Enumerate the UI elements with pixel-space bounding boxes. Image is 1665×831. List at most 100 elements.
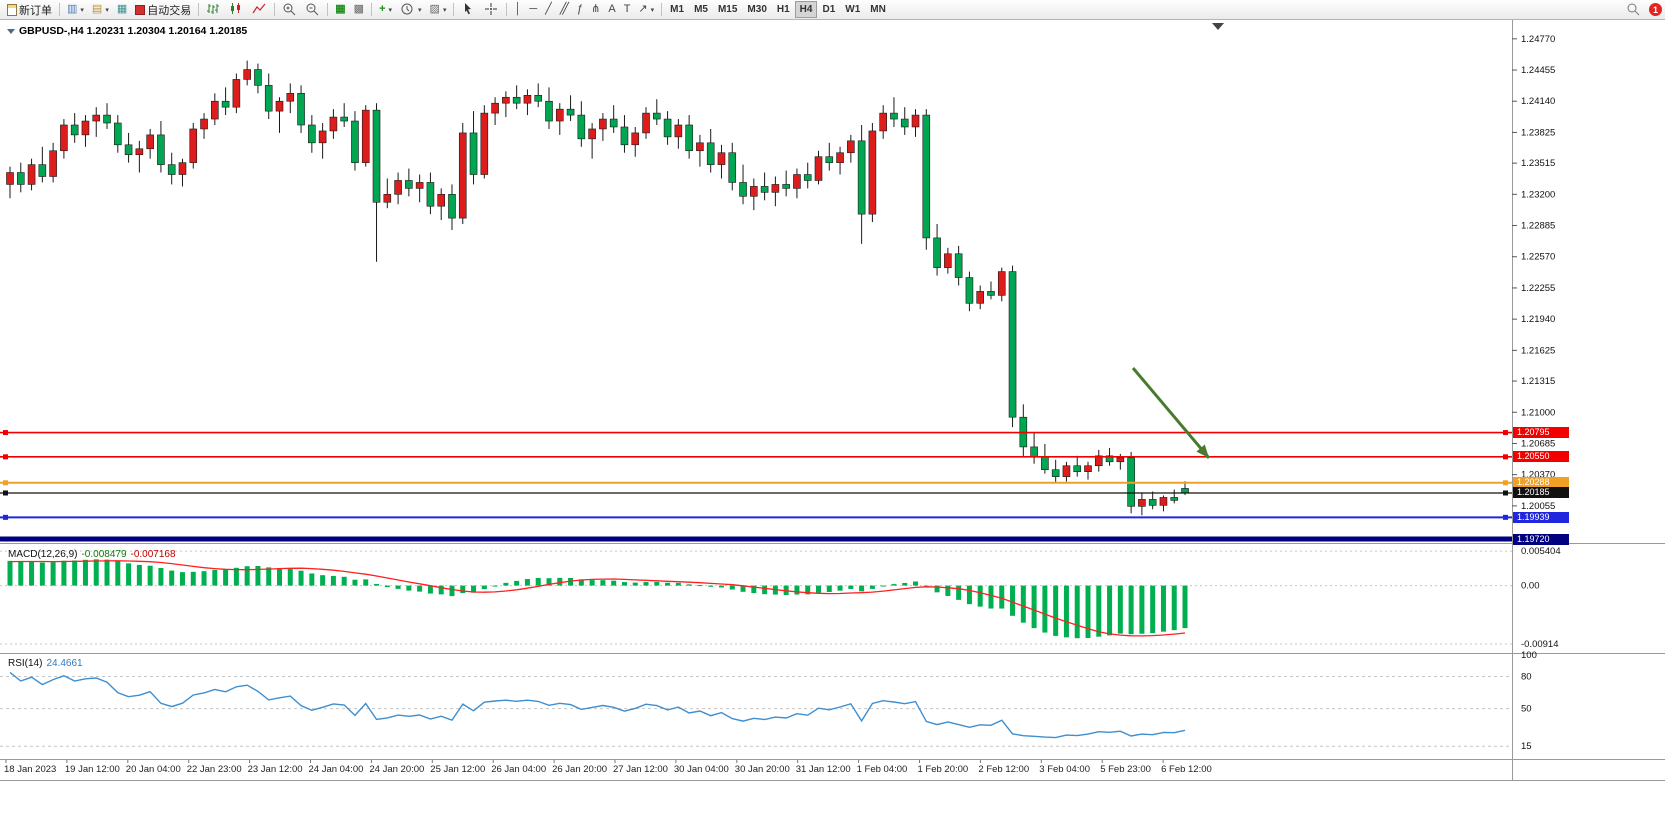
timeframe-button[interactable]: D1 <box>817 1 840 18</box>
tile-windows-button[interactable]: ▦ <box>331 1 349 18</box>
macd-bar <box>82 559 88 586</box>
candle-body <box>911 114 920 128</box>
time-axis-label: 2 Feb 12:00 <box>978 764 1030 775</box>
market-watch-button[interactable]: ▦ <box>113 1 131 18</box>
chart-shift-marker[interactable] <box>1212 23 1224 30</box>
macd-bar <box>945 585 951 596</box>
macd-bar <box>341 576 347 586</box>
candle-body <box>706 142 715 165</box>
horizontal-line-tool-button[interactable]: ─ <box>525 1 541 18</box>
time-axis-label: 25 Jan 12:00 <box>430 764 486 775</box>
hline-handle[interactable] <box>3 454 8 460</box>
macd-bar <box>1096 585 1102 637</box>
macd-bar <box>697 585 703 587</box>
text-tool-button[interactable]: A <box>604 1 619 18</box>
macd-bar <box>826 585 832 592</box>
candle-body <box>426 182 435 207</box>
candle-body <box>135 148 144 156</box>
new-order-label: 新订单 <box>19 4 52 17</box>
new-chart-icon: ▥ <box>67 3 78 15</box>
zoom-out-button[interactable] <box>301 1 324 18</box>
timeframe-button[interactable]: H1 <box>772 1 795 18</box>
time-axis-label: 22 Jan 23:00 <box>186 764 242 775</box>
time-axis-label: 26 Jan 04:00 <box>491 764 547 775</box>
timeframe-button[interactable]: M30 <box>742 1 771 18</box>
templates-button[interactable]: ▨ ▾ <box>426 1 451 18</box>
cascade-windows-button[interactable]: ▩ <box>350 1 368 18</box>
indicators-button[interactable]: + ▾ <box>375 1 396 18</box>
candlestick-icon <box>231 3 241 14</box>
timeframe-button[interactable]: M15 <box>713 1 742 18</box>
candle-body <box>469 132 478 175</box>
bar-chart-button[interactable] <box>202 1 225 18</box>
macd-bar <box>1139 585 1145 634</box>
candle-body <box>318 130 327 144</box>
periods-button[interactable]: ▾ <box>396 1 426 18</box>
window-menu-icon[interactable] <box>7 29 15 34</box>
new-order-icon <box>7 3 17 16</box>
hline-handle[interactable] <box>1503 454 1508 460</box>
indicators-plus-icon: + <box>379 3 386 15</box>
hline-handle[interactable] <box>1503 514 1508 520</box>
macd-bar <box>816 585 821 593</box>
rsi-value: 24.4661 <box>46 658 83 669</box>
timeframe-button[interactable]: M1 <box>665 1 689 18</box>
text-label-tool-button[interactable]: T <box>620 1 635 18</box>
hline-handle[interactable] <box>3 536 8 542</box>
market-watch-icon: ▦ <box>116 3 128 15</box>
candle-body <box>1159 497 1168 506</box>
chevron-down-icon: ▾ <box>418 6 422 14</box>
macd-bar <box>384 585 390 588</box>
hline-handle[interactable] <box>1503 536 1508 542</box>
timeframe-button[interactable]: H4 <box>794 1 818 18</box>
fibonacci-tool-button[interactable]: ƒ <box>573 1 587 18</box>
arrows-tool-button[interactable]: ↗ ▾ <box>634 1 658 18</box>
macd-bar <box>805 585 811 595</box>
autotrading-button[interactable]: 自动交易 <box>131 1 195 18</box>
candle-body <box>81 120 90 136</box>
hline-handle[interactable] <box>3 490 8 496</box>
notification-badge[interactable]: 1 <box>1649 3 1662 16</box>
timeframe-button[interactable]: MN <box>865 1 891 18</box>
vertical-line-tool-button[interactable]: │ <box>510 1 525 18</box>
macd-bar <box>686 584 692 586</box>
toolbar: 新订单 ▥ ▾ ▤ ▾ ▦ 自动交易 ▦ ▩ + ▾ ▾ <box>0 0 1665 20</box>
macd-bar <box>115 561 121 586</box>
search-button[interactable] <box>1622 1 1645 18</box>
time-axis-label: 24 Jan 20:00 <box>369 764 425 775</box>
autotrading-label: 自动交易 <box>147 4 192 17</box>
macd-bar <box>1063 585 1069 638</box>
profiles-icon: ▤ <box>91 3 103 15</box>
line-chart-button[interactable] <box>248 1 271 18</box>
cursor-tool-button[interactable] <box>457 1 480 18</box>
macd-bar <box>427 585 433 594</box>
macd-bar <box>1074 585 1080 639</box>
timeframe-button[interactable]: W1 <box>840 1 865 18</box>
candlestick-chart-button[interactable] <box>225 1 248 18</box>
price-tick-label: 1.20370 <box>1521 470 1555 481</box>
macd-bar <box>718 585 724 588</box>
zoom-in-button[interactable] <box>278 1 301 18</box>
profiles-button[interactable]: ▤ ▾ <box>88 1 113 18</box>
channel-tool-button[interactable]: ╱╱ <box>556 1 573 18</box>
hline-handle[interactable] <box>3 514 8 520</box>
chevron-down-icon: ▾ <box>80 6 84 14</box>
hline-handle[interactable] <box>1503 490 1508 496</box>
hline-handle[interactable] <box>3 430 8 436</box>
candle-body <box>458 132 467 219</box>
pitchfork-tool-button[interactable]: ⋔ <box>587 1 604 18</box>
macd-bar <box>956 585 962 600</box>
crosshair-tool-button[interactable] <box>480 1 503 18</box>
annotation-arrow[interactable] <box>1131 367 1211 459</box>
hline-handle[interactable] <box>1503 480 1508 486</box>
trendline-tool-button[interactable]: ╱ <box>541 1 556 18</box>
timeframe-button[interactable]: M5 <box>689 1 713 18</box>
new-chart-button[interactable]: ▥ ▾ <box>63 1 88 18</box>
rsi-name: RSI(14) <box>8 658 43 669</box>
new-order-button[interactable]: 新订单 <box>3 1 56 18</box>
hline-handle[interactable] <box>1503 430 1508 436</box>
candle-body <box>599 118 607 130</box>
hline-handle[interactable] <box>3 480 8 486</box>
toolbar-separator <box>274 3 276 16</box>
